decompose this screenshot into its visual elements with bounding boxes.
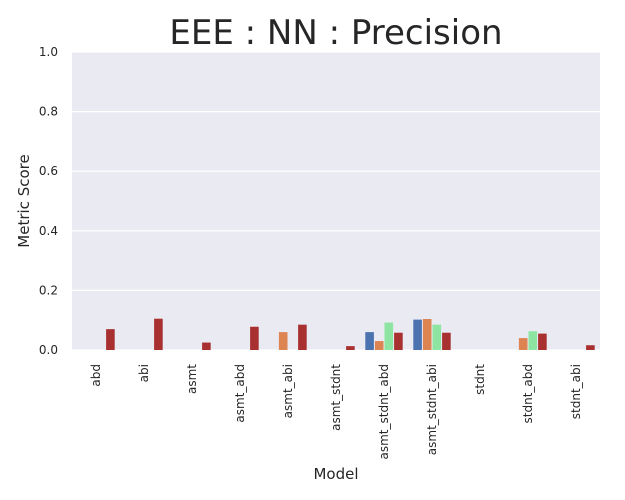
bar-stdnt_abd-3 xyxy=(538,333,547,350)
bars xyxy=(106,318,595,350)
x-tick-label-asmt: asmt xyxy=(185,364,199,394)
x-axis-label: Model xyxy=(313,465,358,483)
bar-abd-3 xyxy=(106,329,115,350)
bar-asmt_stdnt_abd-1 xyxy=(374,341,384,350)
bar-asmt-3 xyxy=(202,342,211,350)
y-tick-label: 0.0 xyxy=(39,343,58,357)
bar-asmt_stdnt_abi-0 xyxy=(413,319,422,350)
bar-abi-3 xyxy=(154,318,163,350)
bar-asmt_stdnt_abi-3 xyxy=(442,332,451,350)
bar-asmt_stdnt_abd-0 xyxy=(365,332,374,350)
y-tick-labels: 0.0 0.2 0.4 0.6 0.8 1.0 xyxy=(39,45,58,357)
x-tick-label-stdnt: stdnt xyxy=(473,364,487,395)
x-tick-labels: abd abi asmt asmt_abd asmt_abi asmt_stdnt asmt… xyxy=(89,364,583,460)
y-tick-label: 1.0 xyxy=(39,45,58,59)
x-tick-label-asmt_stdnt_abi: asmt_stdnt_abi xyxy=(425,364,439,455)
x-tick-label-stdnt_abd: stdnt_abd xyxy=(521,364,535,423)
x-tick-label-stdnt_abi: stdnt_abi xyxy=(569,364,583,419)
y-tick-label: 0.2 xyxy=(39,283,58,297)
bar-asmt_stdnt_abi-1 xyxy=(422,319,432,350)
bar-stdnt_abi-3 xyxy=(586,345,595,350)
bar-stdnt_abd-1 xyxy=(518,338,528,350)
plot-background xyxy=(72,52,600,350)
chart-title: EEE : NN : Precision xyxy=(169,13,502,53)
bar-asmt_stdnt-3 xyxy=(346,346,355,350)
bar-asmt_stdnt_abi-2 xyxy=(432,324,442,350)
y-axis-label: Metric Score xyxy=(15,154,33,247)
x-tick-label-asmt_abi: asmt_abi xyxy=(281,364,295,418)
bar-asmt_stdnt_abd-2 xyxy=(384,322,394,350)
gridlines xyxy=(72,51,600,351)
x-tick-label-abi: abi xyxy=(137,364,151,382)
bar-asmt_stdnt_abd-3 xyxy=(394,332,403,350)
x-tick-label-abd: abd xyxy=(89,364,103,387)
y-tick-label: 0.6 xyxy=(39,164,58,178)
x-tick-label-asmt_stdnt_abd: asmt_stdnt_abd xyxy=(377,364,391,459)
bar-stdnt_abd-2 xyxy=(528,331,538,350)
bar-asmt_abd-3 xyxy=(250,326,259,350)
bar-asmt_abi-1 xyxy=(278,332,288,350)
x-tick-label-asmt_abd: asmt_abd xyxy=(233,364,247,423)
y-tick-label: 0.8 xyxy=(39,105,58,119)
x-tick-label-asmt_stdnt: asmt_stdnt xyxy=(329,364,343,431)
bar-asmt_abi-3 xyxy=(298,324,307,350)
y-tick-label: 0.4 xyxy=(39,224,58,238)
